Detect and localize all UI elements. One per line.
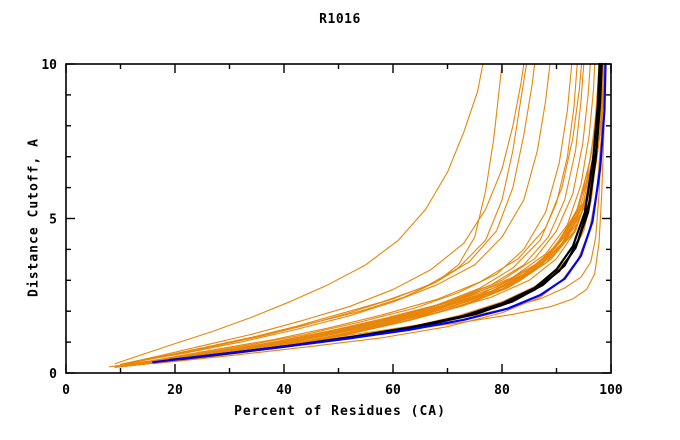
x-tick-label: 100 bbox=[599, 383, 623, 398]
series-prediction-05 bbox=[109, 63, 573, 368]
series-layer bbox=[109, 62, 607, 368]
series-prediction-11 bbox=[114, 63, 601, 368]
axis-frame bbox=[65, 63, 612, 374]
y-axis-label: Distance Cutoff, A bbox=[26, 138, 42, 297]
series-prediction-19 bbox=[158, 63, 607, 361]
series-prediction-20 bbox=[163, 63, 607, 360]
series-reference-blue bbox=[152, 62, 607, 364]
x-tick-label: 60 bbox=[385, 383, 401, 398]
y-tick-label: 5 bbox=[49, 213, 57, 228]
series-prediction-08 bbox=[125, 63, 591, 366]
x-tick-label: 20 bbox=[167, 383, 183, 398]
y-tick-label: 0 bbox=[49, 367, 57, 382]
series-prediction-26-outlier-steep bbox=[114, 63, 484, 365]
x-tick-label: 80 bbox=[494, 383, 510, 398]
series-prediction-07 bbox=[119, 63, 585, 367]
x-axis-label: Percent of Residues (CA) bbox=[234, 404, 446, 419]
series-prediction-28 bbox=[125, 63, 583, 366]
series-prediction-24-low-right bbox=[185, 63, 604, 357]
x-tick-label: 0 bbox=[62, 383, 70, 398]
series-prediction-27-outlier-mid bbox=[119, 63, 525, 365]
tick-labels: 0 20 40 60 80 100 0 5 10 bbox=[41, 58, 623, 398]
chart-title: R1016 bbox=[319, 12, 361, 27]
series-prediction-03 bbox=[125, 63, 536, 365]
y-tick-label: 10 bbox=[41, 58, 57, 73]
series-reference-black-2 bbox=[190, 62, 603, 359]
series-prediction-04 bbox=[130, 63, 551, 363]
series-prediction-23-flat bbox=[152, 63, 606, 365]
x-tick-label: 40 bbox=[276, 383, 292, 398]
series-prediction-29 bbox=[136, 63, 601, 364]
series-prediction-06 bbox=[114, 63, 578, 367]
